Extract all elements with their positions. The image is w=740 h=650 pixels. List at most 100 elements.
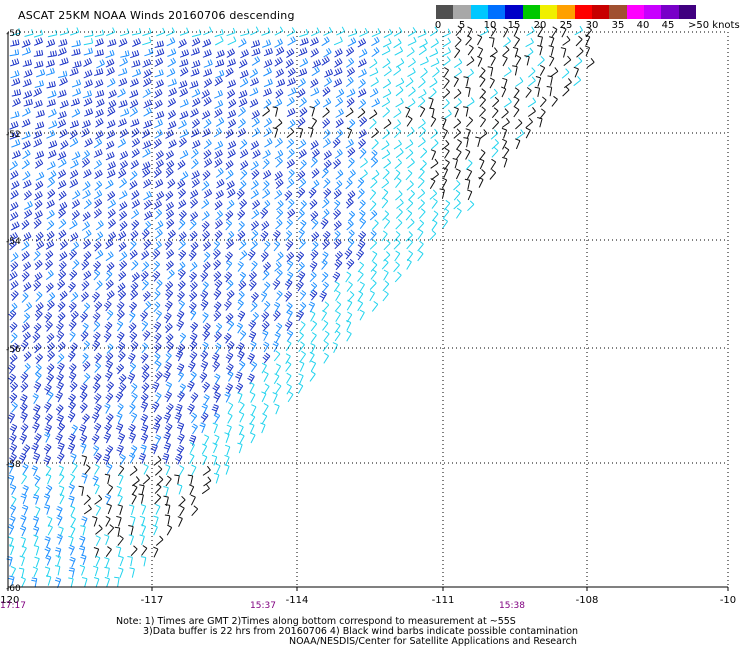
wind-barb <box>381 188 389 200</box>
wind-barb <box>515 54 522 66</box>
wind-barb <box>119 128 129 139</box>
wind-barb <box>20 515 27 526</box>
wind-barb <box>370 77 379 87</box>
wind-barb <box>395 177 402 189</box>
wind-barb <box>94 452 102 464</box>
wind-barb <box>154 119 163 129</box>
wind-barb <box>129 301 137 313</box>
wind-barb <box>165 260 174 271</box>
wind-barb <box>323 330 330 342</box>
wind-barb <box>128 534 134 545</box>
wind-barb <box>92 516 98 527</box>
wind-barb <box>7 463 14 474</box>
wind-barb <box>70 27 80 36</box>
wind-barb <box>10 189 19 200</box>
wind-barb <box>47 188 56 200</box>
wind-barb <box>534 86 541 98</box>
wind-barb <box>83 199 92 210</box>
wind-barb <box>165 167 174 178</box>
wind-barb <box>165 403 174 414</box>
wind-barb <box>406 238 413 250</box>
wind-barb <box>107 38 117 47</box>
wind-barb <box>251 209 260 220</box>
wind-barb <box>165 289 174 301</box>
wind-barb <box>479 76 486 87</box>
wind-barb <box>23 351 32 362</box>
wind-barb <box>8 373 16 385</box>
wind-barb <box>143 190 152 201</box>
wind-barb <box>131 127 140 138</box>
wind-barb <box>309 370 316 382</box>
wind-barb <box>297 170 306 181</box>
wind-barb <box>297 127 304 138</box>
wind-barb <box>249 422 255 434</box>
wind-barb <box>250 391 256 403</box>
wind-barb <box>78 424 87 436</box>
wind-barb <box>140 401 149 413</box>
map-title: ASCAT 25KM NOAA Winds 20160706 descendin… <box>18 9 295 22</box>
wind-barb <box>490 158 497 170</box>
wind-barb <box>347 37 357 47</box>
wind-barb <box>429 26 439 37</box>
wind-barb <box>32 516 40 527</box>
wind-barb <box>319 291 327 302</box>
wind-barb <box>21 219 30 230</box>
colorbar-swatch <box>626 5 644 19</box>
wind-barb <box>345 178 353 190</box>
wind-barb <box>297 331 304 343</box>
wind-barb <box>165 150 175 160</box>
wind-barb <box>263 300 271 312</box>
wind-barb <box>371 219 379 230</box>
wind-barb <box>322 129 331 140</box>
wind-barb <box>119 150 129 160</box>
wind-barb <box>59 100 69 109</box>
wind-barb <box>202 454 208 466</box>
wind-barb <box>310 343 316 354</box>
wind-barb <box>130 230 139 241</box>
wind-barb <box>214 373 221 385</box>
colorbar-tick-label: 35 <box>611 20 625 31</box>
wind-barb <box>430 158 439 169</box>
wind-barb <box>10 170 19 180</box>
wind-barb <box>163 412 172 424</box>
wind-barb <box>515 77 524 87</box>
wind-barb <box>335 88 345 99</box>
wind-barb <box>45 269 54 280</box>
wind-barb <box>114 526 121 537</box>
wind-barb <box>358 68 367 78</box>
wind-barb <box>129 311 136 323</box>
wind-barb <box>561 68 570 79</box>
wind-barb <box>455 207 462 219</box>
wind-barb <box>174 474 180 485</box>
wind-barb <box>455 25 463 37</box>
wind-barb <box>95 504 102 516</box>
wind-barb <box>322 138 331 148</box>
wind-barb <box>479 96 486 108</box>
wind-barb <box>250 340 257 352</box>
wind-barb <box>93 241 102 252</box>
wind-barb <box>516 129 525 140</box>
wind-barb <box>129 362 137 374</box>
wind-barb <box>359 281 365 293</box>
wind-barb <box>225 160 234 170</box>
wind-barb <box>84 138 93 148</box>
wind-barb <box>69 342 78 354</box>
wind-barb <box>297 88 306 99</box>
wind-barb <box>152 524 158 536</box>
note-line-3: NOAA/NESDIS/Center for Satellite Applica… <box>289 636 577 647</box>
wind-barb <box>227 320 235 332</box>
wind-barb <box>8 474 15 486</box>
wind-barb <box>55 404 64 416</box>
wind-barb <box>537 55 545 67</box>
wind-barb <box>224 454 230 466</box>
wind-barb <box>187 361 196 373</box>
wind-barb <box>382 210 390 221</box>
wind-barb <box>103 432 112 444</box>
wind-barb <box>117 282 126 293</box>
wind-barb <box>287 119 296 130</box>
wind-barb <box>261 391 267 403</box>
wind-barb <box>345 76 354 87</box>
wind-barb <box>286 251 295 263</box>
wind-barb <box>298 139 307 150</box>
longitude-label: -108 <box>576 595 599 606</box>
